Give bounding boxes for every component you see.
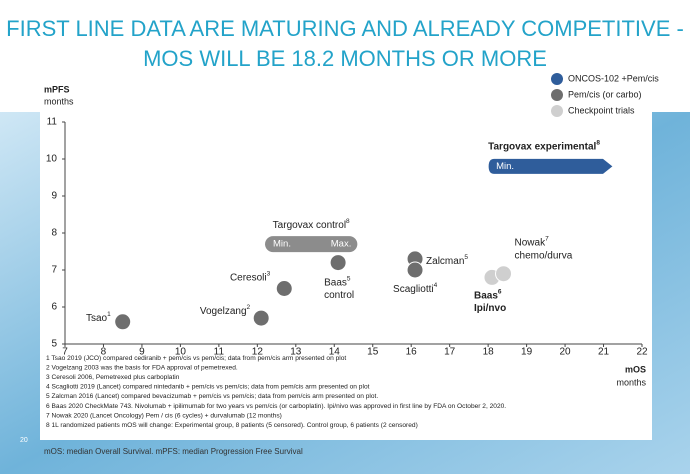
range-min-label: Min.	[496, 161, 514, 172]
label-ref: 5	[464, 254, 468, 261]
legend-label: ONCOS-102 +Pem/cis	[568, 73, 659, 83]
label-text: Vogelzang	[200, 306, 247, 317]
x-tick-label: 20	[560, 347, 572, 358]
legend-marker	[551, 89, 563, 101]
point-label-line2: chemo/durva	[515, 250, 573, 261]
range-bar	[265, 236, 358, 253]
y-tick-label: 11	[47, 117, 58, 128]
data-point	[495, 265, 513, 283]
y-axis-title: months	[44, 96, 74, 106]
label-ref: 2	[247, 304, 251, 311]
data-point	[406, 261, 424, 279]
label-ref: 3	[267, 271, 271, 278]
y-tick-label: 10	[46, 154, 58, 165]
label-text: Tsao	[86, 312, 108, 323]
data-point	[114, 313, 132, 331]
y-tick-label: 7	[51, 265, 57, 276]
legend-label: Checkpoint trials	[568, 105, 635, 115]
label-text: Scagliotti	[393, 284, 434, 295]
x-axis-title: mOS	[625, 364, 646, 374]
x-tick-label: 16	[406, 347, 418, 358]
x-tick-label: 22	[636, 347, 648, 358]
y-axis-title: mPFS	[44, 84, 70, 94]
label-ref: 4	[434, 282, 438, 289]
x-tick-label: 15	[367, 347, 379, 358]
label-text: Targovax control	[273, 220, 346, 231]
title: FIRST LINE DATA ARE MATURING AND ALREADY…	[6, 16, 684, 41]
point-label: Baas6	[474, 289, 502, 301]
range-label: Targovax control8	[273, 218, 350, 230]
x-axis-title: months	[616, 377, 646, 387]
y-tick-label: 6	[51, 302, 57, 313]
x-tick-label: 7	[62, 347, 68, 358]
point-label: Zalcman5	[426, 254, 468, 266]
point-label: Scagliotti4	[393, 282, 438, 294]
title: MOS WILL BE 18.2 MONTHS OR MORE	[143, 46, 547, 71]
range-max-label: Max.	[331, 239, 352, 250]
x-tick-label: 19	[521, 347, 533, 358]
x-tick-label: 9	[139, 347, 145, 358]
label-text: Zalcman	[426, 256, 464, 267]
x-tick-label: 21	[598, 347, 610, 358]
label-text: Nowak	[515, 237, 547, 248]
point-label: Vogelzang2	[200, 304, 251, 316]
data-point	[252, 309, 270, 327]
point-label: Ceresoli3	[230, 271, 271, 283]
label-ref: 5	[347, 276, 351, 283]
footnote: 2 Vogelzang 2003 was the basis for FDA a…	[46, 364, 238, 371]
x-tick-label: 13	[290, 347, 302, 358]
point-label: Tsao1	[86, 311, 111, 323]
label-text: Baas	[324, 277, 347, 288]
x-tick-label: 12	[252, 347, 264, 358]
range-min-label: Min.	[273, 239, 291, 250]
x-tick-label: 8	[101, 347, 107, 358]
label-ref: 8	[346, 218, 350, 225]
label-text: Ceresoli	[230, 272, 267, 283]
page-number: 20	[20, 437, 28, 444]
y-tick-label: 5	[51, 339, 57, 350]
label-ref: 6	[498, 289, 502, 296]
footnote: 7 Nowak 2020 (Lancet Oncology) Pem / cis…	[46, 412, 282, 419]
label-ref: 1	[107, 311, 111, 318]
data-point	[275, 280, 293, 297]
footnote: 4 Scagliotti 2019 (Lancet) compared nint…	[46, 384, 370, 391]
label-text: Targovax experimental	[488, 141, 596, 152]
footer: mOS: median Overall Survival. mPFS: medi…	[44, 447, 303, 456]
y-tick-label: 9	[51, 191, 57, 202]
label-ref: 7	[545, 236, 549, 243]
point-label-line2: Ipi/nvo	[474, 303, 506, 314]
x-tick-label: 18	[483, 347, 495, 358]
legend-label: Pem/cis (or carbo)	[568, 89, 642, 99]
x-tick-label: 11	[214, 347, 225, 358]
footnote: 5 Zalcman 2016 (Lancet) compared bevaciz…	[46, 393, 378, 400]
y-tick-label: 8	[51, 228, 57, 239]
footnote: 3 Ceresoli 2006, Pemetrexed plus carbopl…	[46, 374, 180, 381]
data-point	[329, 254, 347, 272]
range-label: Targovax experimental8	[488, 140, 600, 152]
x-tick-label: 14	[329, 347, 341, 358]
point-label: Baas5	[324, 276, 351, 288]
label-text: Baas	[474, 290, 498, 301]
label-ref: 8	[596, 140, 600, 147]
range-arrow	[487, 157, 614, 175]
x-tick-label: 10	[175, 347, 187, 358]
legend-marker	[551, 73, 563, 85]
point-label-line2: control	[324, 290, 354, 301]
footnote: 6 Baas 2020 CheckMate 743. Nivolumab + i…	[46, 403, 506, 410]
x-tick-label: 17	[444, 347, 456, 358]
legend-marker	[551, 105, 563, 117]
footnote: 1 Tsao 2019 (JCO) compared cediranib + p…	[46, 355, 346, 362]
footnote: 8 1L randomized patients mOS will change…	[46, 422, 418, 429]
point-label: Nowak7	[515, 236, 550, 248]
